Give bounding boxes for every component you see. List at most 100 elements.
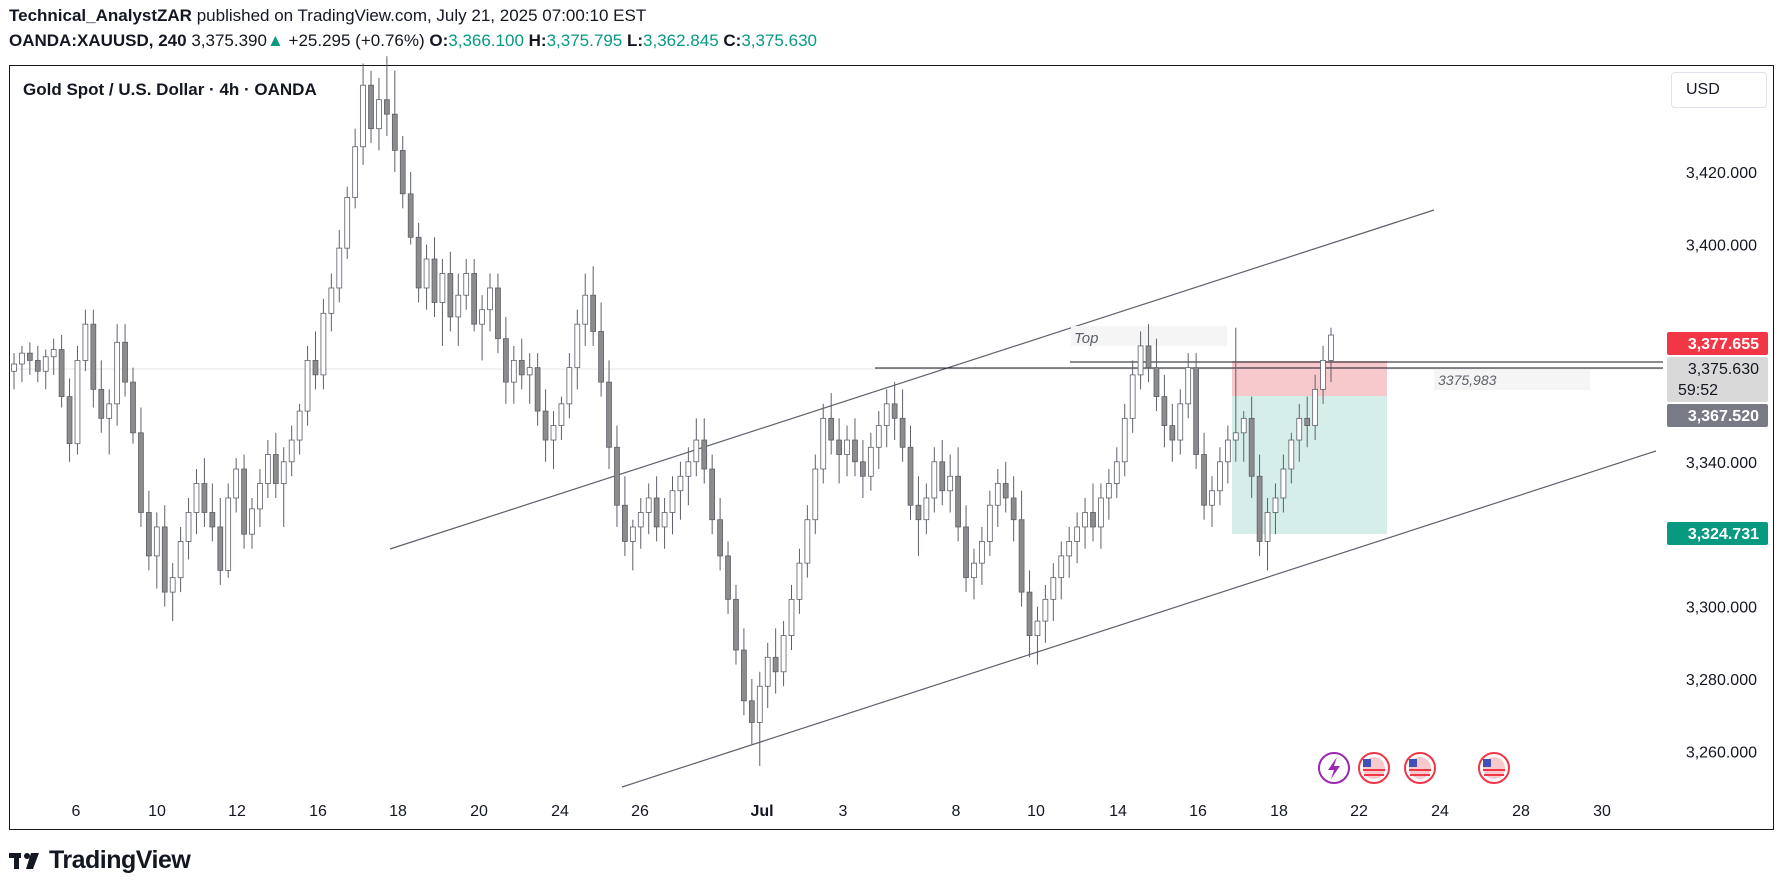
- candle-body[interactable]: [439, 273, 446, 303]
- y-axis[interactable]: 3,440.0003,420.0003,400.0003,340.0003,32…: [1686, 93, 1757, 762]
- candle-body[interactable]: [1082, 512, 1088, 528]
- candle-body[interactable]: [399, 149, 406, 195]
- candle-body[interactable]: [796, 562, 803, 600]
- lower-channel-line[interactable]: [621, 450, 1657, 788]
- candle-body[interactable]: [1066, 541, 1073, 557]
- candle-body[interactable]: [479, 309, 485, 325]
- candle-body[interactable]: [122, 341, 128, 383]
- candle-body[interactable]: [606, 381, 612, 448]
- candle-body[interactable]: [98, 388, 105, 419]
- candle-body[interactable]: [1225, 439, 1231, 463]
- candle-body[interactable]: [27, 352, 33, 361]
- candle-body[interactable]: [66, 396, 73, 445]
- candle-body[interactable]: [368, 84, 374, 130]
- candle-body[interactable]: [384, 99, 390, 115]
- candle-body[interactable]: [391, 113, 398, 151]
- candle-body[interactable]: [1240, 417, 1247, 434]
- x-axis[interactable]: 6 10 12 16 18 20 24 26 Jul 3 8 10 14 16 18 22 24 28 30: [72, 803, 1611, 820]
- candle-body[interactable]: [19, 352, 25, 365]
- candle-body[interactable]: [471, 273, 478, 325]
- candle-body[interactable]: [1026, 591, 1033, 636]
- candle-body[interactable]: [1272, 497, 1279, 513]
- candle-body[interactable]: [741, 649, 747, 702]
- candle-body[interactable]: [1018, 519, 1025, 593]
- candle-body[interactable]: [415, 236, 422, 289]
- candle-body[interactable]: [1050, 577, 1057, 600]
- candle-body[interactable]: [891, 403, 898, 419]
- candle-body[interactable]: [899, 417, 906, 448]
- candle-body[interactable]: [487, 287, 493, 311]
- candle-body[interactable]: [986, 504, 993, 542]
- candle-body[interactable]: [867, 446, 874, 477]
- candle-body[interactable]: [923, 497, 930, 521]
- candle-body[interactable]: [82, 323, 89, 361]
- candle-body[interactable]: [685, 461, 692, 477]
- candle-body[interactable]: [637, 512, 644, 528]
- candle-body[interactable]: [1010, 497, 1017, 521]
- candle-body[interactable]: [1264, 512, 1271, 542]
- candle-body[interactable]: [717, 519, 723, 557]
- candle-body[interactable]: [1042, 598, 1049, 622]
- candle-body[interactable]: [629, 526, 636, 542]
- candle-body[interactable]: [161, 526, 168, 593]
- candle-body[interactable]: [669, 490, 676, 513]
- candle-body[interactable]: [534, 367, 541, 412]
- candle-body[interactable]: [788, 598, 795, 636]
- candle-body[interactable]: [733, 598, 739, 651]
- candle-body[interactable]: [280, 461, 287, 484]
- candle-body[interactable]: [1304, 417, 1311, 426]
- tradingview-logo[interactable]: TradingView: [9, 846, 191, 875]
- candle-body[interactable]: [169, 577, 176, 593]
- candle-body[interactable]: [447, 273, 454, 318]
- candle-body[interactable]: [138, 432, 144, 513]
- candle-body[interactable]: [1328, 334, 1334, 361]
- candle-body[interactable]: [193, 483, 200, 513]
- candle-body[interactable]: [947, 475, 954, 492]
- upper-channel-line[interactable]: [389, 209, 1435, 550]
- candle-body[interactable]: [709, 468, 716, 521]
- candle-body[interactable]: [1280, 468, 1287, 499]
- candle-body[interactable]: [542, 410, 549, 441]
- candle-body[interactable]: [1121, 417, 1128, 463]
- lightning-icon[interactable]: [1318, 752, 1350, 784]
- candle-body[interactable]: [653, 497, 660, 528]
- candle-body[interactable]: [209, 512, 216, 528]
- candle-body[interactable]: [1209, 490, 1215, 506]
- candle-body[interactable]: [939, 461, 946, 492]
- candle-body[interactable]: [407, 193, 414, 238]
- candle-body[interactable]: [288, 439, 295, 463]
- candle-body[interactable]: [979, 541, 985, 564]
- candle-body[interactable]: [748, 700, 755, 723]
- candle-body[interactable]: [1090, 512, 1096, 528]
- candle-body[interactable]: [756, 685, 763, 723]
- us-flag-icon[interactable]: [1358, 752, 1390, 784]
- candle-body[interactable]: [1153, 367, 1160, 398]
- candle-body[interactable]: [1320, 359, 1326, 390]
- currency-button[interactable]: USD: [1671, 72, 1767, 108]
- candle-body[interactable]: [1217, 461, 1223, 492]
- candle-body[interactable]: [590, 294, 597, 332]
- candle-body[interactable]: [265, 454, 271, 484]
- us-flag-icon-2[interactable]: [1404, 752, 1436, 784]
- candle-body[interactable]: [34, 359, 41, 372]
- candle-body[interactable]: [11, 363, 17, 372]
- candle-body[interactable]: [875, 425, 882, 448]
- candle-body[interactable]: [352, 146, 359, 198]
- candle-body[interactable]: [153, 526, 160, 557]
- candle-body[interactable]: [217, 526, 224, 571]
- candle-body[interactable]: [1161, 396, 1168, 426]
- candle-body[interactable]: [725, 555, 731, 600]
- candle-body[interactable]: [598, 331, 604, 383]
- candle-body[interactable]: [320, 312, 327, 376]
- candle-body[interactable]: [185, 512, 192, 542]
- candle-body[interactable]: [915, 504, 922, 521]
- candle-body[interactable]: [495, 287, 501, 340]
- candle-body[interactable]: [42, 356, 49, 372]
- candle-body[interactable]: [1105, 483, 1112, 499]
- candle-body[interactable]: [257, 483, 263, 510]
- candle-body[interactable]: [828, 417, 835, 441]
- candle-body[interactable]: [1193, 367, 1199, 455]
- candle-body[interactable]: [249, 508, 255, 535]
- candle-body[interactable]: [955, 475, 961, 528]
- candle-body[interactable]: [74, 359, 81, 445]
